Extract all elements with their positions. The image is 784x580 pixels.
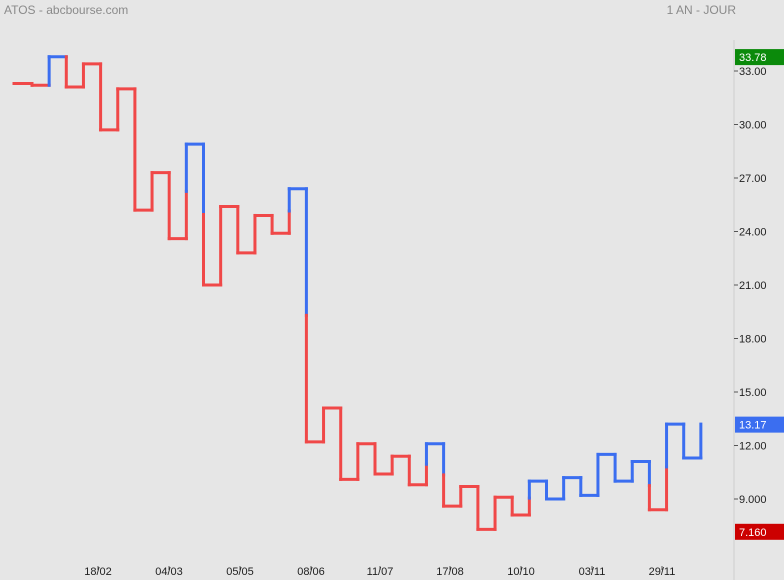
x-tick-label: 29/11 [649,566,676,578]
y-tick-label: 33.00 [739,66,767,78]
x-tick-label: 17/08 [436,566,464,578]
value-badge-label: 33.78 [739,52,767,64]
y-tick-label: 12.00 [739,441,767,453]
y-tick-label: 9.000 [739,494,767,506]
y-tick-label: 24.00 [739,227,767,239]
x-tick-label: 18/02 [84,566,112,578]
value-badge-label: 7.160 [739,527,767,539]
x-tick-label: 08/06 [297,566,325,578]
value-badge-last [735,416,784,433]
chart-period: 1 AN - JOUR [666,3,736,17]
y-tick-label: 30.00 [739,120,767,132]
chart-title: ATOS - abcbourse.com [4,3,129,17]
y-tick-label: 18.00 [739,334,767,346]
x-tick-label: 10/10 [507,566,535,578]
value-badge-low [735,523,784,540]
x-tick-label: 03/11 [579,566,606,578]
y-tick-label: 27.00 [739,173,767,185]
value-badge-label: 13.17 [739,420,767,432]
x-tick-label: 11/07 [367,566,394,578]
y-tick-label: 15.00 [739,387,767,399]
x-tick-label: 05/05 [226,566,254,578]
kagi-series [12,55,703,531]
value-badge-high [735,49,784,66]
y-tick-label: 21.00 [739,280,767,292]
x-tick-label: 04/03 [155,566,183,578]
